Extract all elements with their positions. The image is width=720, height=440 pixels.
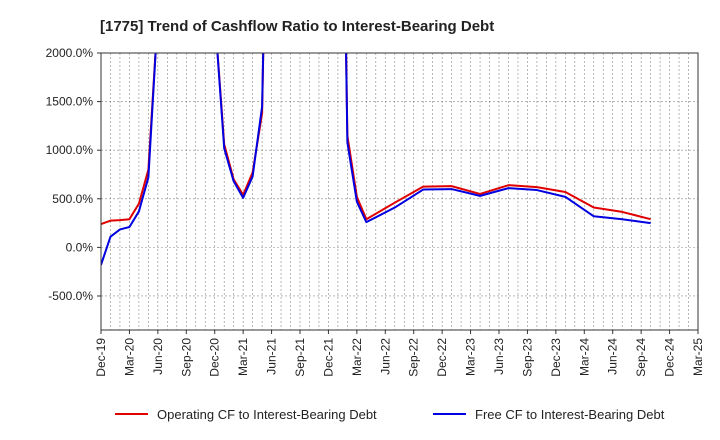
grid — [101, 53, 698, 330]
x-tick-label: Mar-21 — [236, 338, 250, 376]
y-tick-label: -500.0% — [48, 289, 93, 303]
legend-label: Free CF to Interest-Bearing Debt — [475, 407, 665, 422]
x-tick-label: Mar-23 — [464, 338, 478, 376]
legend-label: Operating CF to Interest-Bearing Debt — [157, 407, 377, 422]
x-tick-label: Mar-25 — [691, 338, 705, 376]
x-tick-label: Jun-22 — [378, 338, 392, 375]
x-tick-label: Sep-23 — [520, 338, 534, 377]
y-tick-label: 2000.0% — [46, 46, 94, 60]
legend-item-operating-cf: Operating CF to Interest-Bearing Debt — [115, 407, 377, 422]
x-tick-label: Sep-22 — [407, 338, 421, 377]
x-tick-label: Dec-22 — [435, 338, 449, 377]
x-tick-label: Mar-24 — [577, 338, 591, 376]
x-tick-label: Jun-20 — [151, 338, 165, 375]
x-tick-label: Dec-19 — [94, 338, 108, 377]
y-tick-label: 500.0% — [52, 192, 93, 206]
y-tick-label: 0.0% — [66, 240, 94, 254]
legend-item-free-cf: Free CF to Interest-Bearing Debt — [433, 407, 665, 422]
axes: 2000.0% 1500.0% 1000.0% 500.0% 0.0% -500.0% De… — [46, 46, 705, 377]
x-tick-label: Sep-20 — [179, 338, 193, 377]
x-tick-label: Sep-24 — [634, 338, 648, 377]
x-tick-label: Mar-20 — [122, 338, 136, 376]
x-tick-label: Jun-21 — [265, 338, 279, 375]
series-line-free-cf — [101, 53, 651, 266]
y-tick-label: 1000.0% — [46, 143, 94, 157]
y-tick-label: 1500.0% — [46, 95, 94, 109]
legend: Operating CF to Interest-Bearing Debt Fre… — [115, 407, 665, 422]
x-tick-label: Dec-24 — [663, 338, 677, 377]
x-tick-label: Mar-22 — [350, 338, 364, 376]
plot-frame — [100, 52, 699, 331]
x-tick-label: Jun-24 — [606, 338, 620, 375]
x-tick-label: Dec-21 — [321, 338, 335, 377]
chart-title: [1775] Trend of Cashflow Ratio to Intere… — [100, 18, 494, 35]
plot-area — [101, 53, 651, 266]
series-line-operating-cf — [101, 53, 651, 226]
x-tick-label: Dec-20 — [208, 338, 222, 377]
x-tick-label: Sep-21 — [293, 338, 307, 377]
x-tick-label: Jun-23 — [492, 338, 506, 375]
x-tick-label: Dec-23 — [549, 338, 563, 377]
